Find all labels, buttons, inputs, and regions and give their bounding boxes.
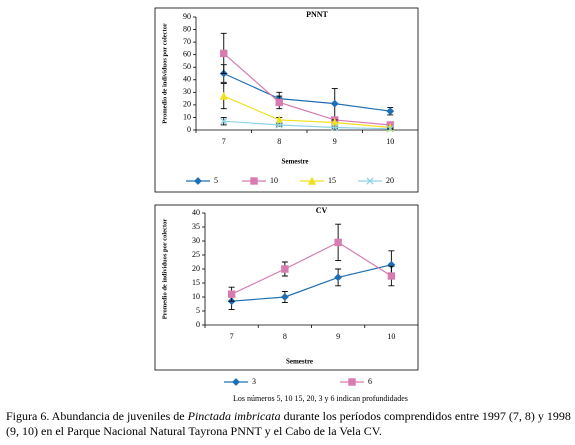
series-line [223,52,391,126]
series-line [231,264,392,302]
y-tick-label: 60 [183,49,191,58]
y-tick-label: 50 [183,62,191,71]
note: Los números 5, 10 15, 20, 3 y 6 indican … [233,394,408,403]
marker [275,98,283,107]
y-tick-label: 10 [192,292,200,301]
marker [330,118,339,127]
marker [348,378,356,386]
y-tick-label: 90 [183,12,191,21]
series-line [223,72,391,112]
x-tick-label: 7 [222,137,226,146]
y-axis-title: Promedio de individuos por colector [161,219,168,320]
legend-label: 20 [386,176,394,185]
y-tick-label: 20 [192,264,200,273]
x-tick-label: 8 [277,137,281,146]
x-tick-label: 8 [283,332,287,341]
y-tick-label: 15 [192,278,200,287]
marker [275,121,283,129]
marker [307,176,317,185]
marker [334,273,343,282]
y-tick-label: 25 [192,250,200,259]
series-line [223,120,391,130]
marker [194,177,202,185]
legend-label: 10 [270,176,278,185]
chart-title: CV [316,206,328,215]
marker [330,99,339,108]
y-tick-label: 0 [196,320,200,329]
y-tick-label: 0 [187,125,191,134]
marker [220,117,228,125]
marker [366,177,374,185]
marker [334,238,342,247]
x-tick-label: 9 [333,137,337,146]
caption: Figura 6. Abundancia de juveniles de Pin… [6,409,571,439]
marker [387,272,396,280]
x-tick-label: 10 [386,137,394,146]
y-tick-label: 30 [192,236,200,245]
x-tick-label: 9 [336,332,340,341]
series-line [231,241,392,295]
x-axis-title: Semestre [281,158,308,166]
marker [386,107,395,116]
caption-text: Figura 6. Abundancia de juveniles de [6,409,188,423]
marker [232,378,240,386]
species-name: Pinctada imbricata [187,409,281,423]
marker [227,290,236,298]
marker [220,49,228,58]
marker [386,125,394,133]
chart-box [154,7,419,193]
y-tick-label: 35 [192,222,200,231]
marker [219,91,228,100]
y-axis-title: Promedio de individuos por colector [161,23,168,124]
caption-text: durante los períodos comprendidos entre … [6,409,571,438]
marker [275,115,284,124]
marker [281,265,289,273]
marker [280,293,289,301]
x-tick-label: 7 [230,332,234,341]
legend-label: 6 [368,377,372,386]
y-tick-label: 40 [183,75,191,84]
chart-box [154,204,419,371]
y-tick-label: 5 [196,306,200,315]
y-tick-label: 20 [183,100,191,109]
legend-label: 3 [252,377,256,386]
series-line [223,95,391,129]
y-tick-label: 10 [183,112,191,121]
y-tick-label: 40 [192,208,200,217]
marker [331,123,339,132]
y-tick-label: 70 [183,37,191,46]
legend-label: 15 [328,176,336,185]
chart-title: PNNT [306,10,328,19]
x-axis-title: Semestre [286,358,313,366]
marker [250,177,258,185]
y-tick-label: 80 [183,24,191,33]
y-tick-label: 30 [183,87,191,96]
legend-label: 5 [214,176,218,185]
x-tick-label: 10 [387,332,395,341]
